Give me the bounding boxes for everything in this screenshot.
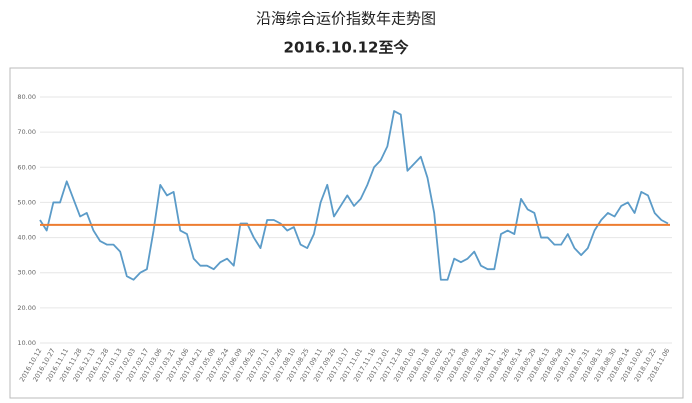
chart-title: 沿海综合运价指数年走势图 (256, 10, 436, 28)
y-tick-label: 10.00 (17, 339, 36, 347)
y-tick-label: 80.00 (17, 93, 36, 101)
chart-subtitle: 2016.10.12至今 (284, 39, 409, 57)
chart-frame (9, 67, 684, 399)
data-line (39, 110, 669, 281)
y-tick-label: 70.00 (17, 128, 36, 136)
y-tick-label: 50.00 (17, 198, 36, 206)
y-tick-label: 30.00 (17, 269, 36, 277)
y-tick-label: 40.00 (17, 234, 36, 242)
y-tick-label: 60.00 (17, 163, 36, 171)
y-tick-label: 20.00 (17, 304, 36, 312)
